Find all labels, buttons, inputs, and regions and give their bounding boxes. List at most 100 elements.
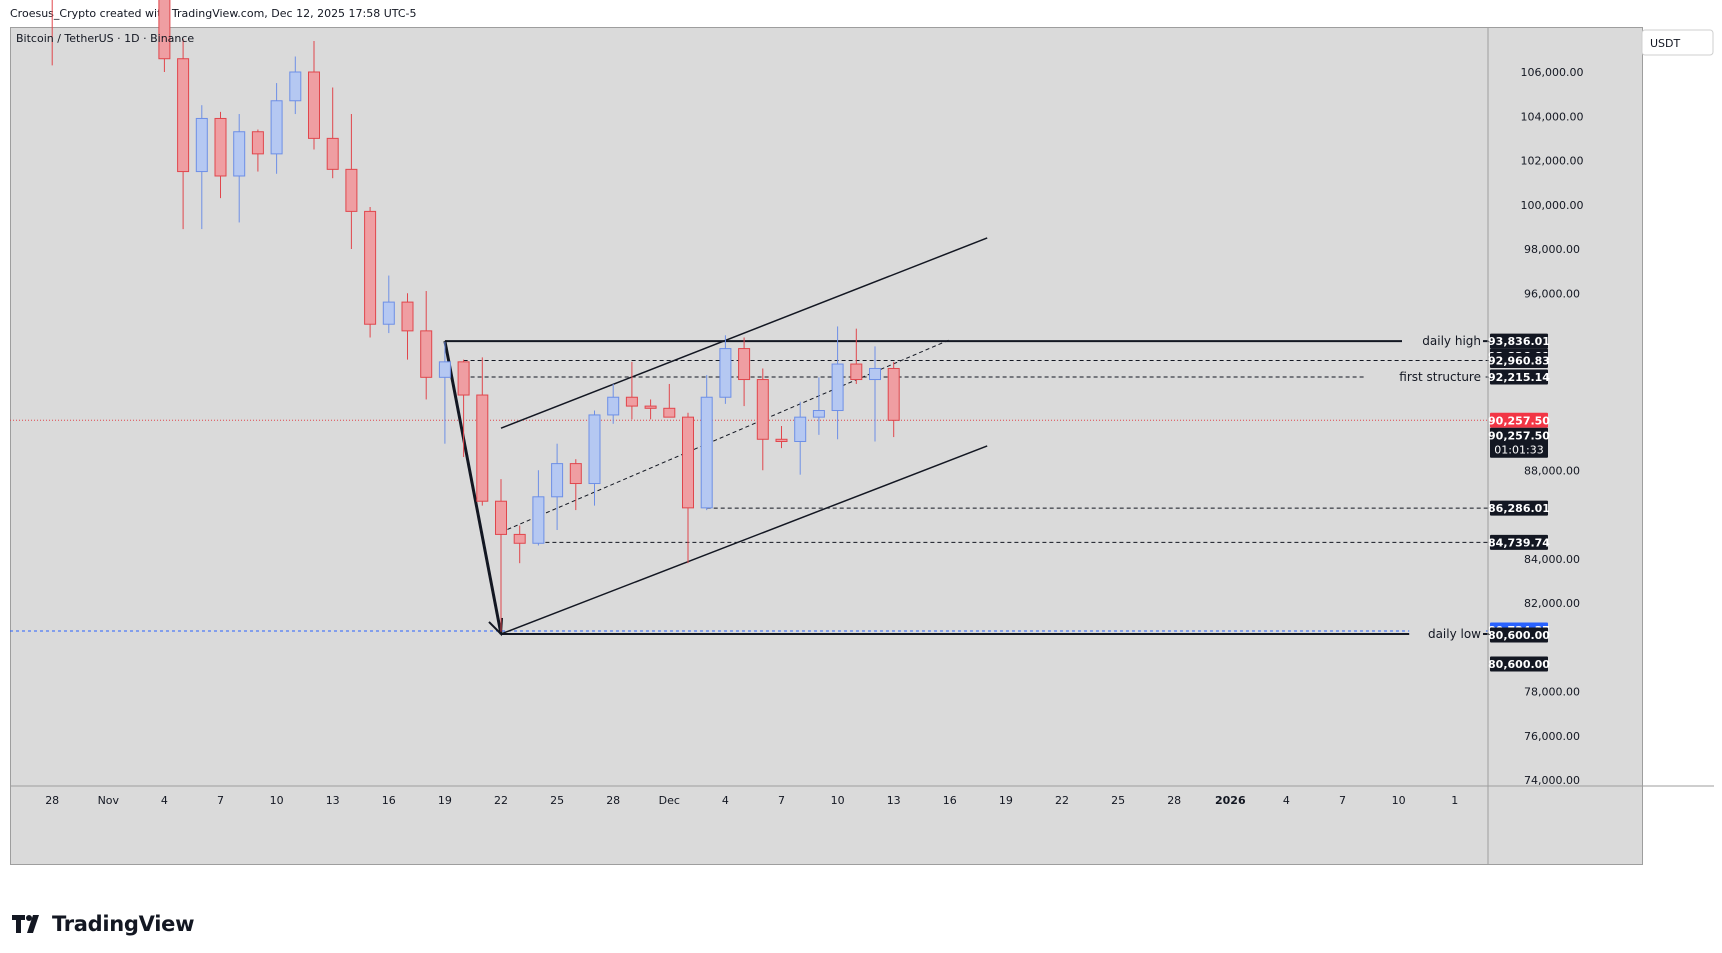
price-label-text: 92,215.14 xyxy=(1488,371,1550,384)
candle-body xyxy=(532,496,545,544)
candle-body xyxy=(569,463,582,485)
chart-pane[interactable] xyxy=(10,27,1643,865)
time-tick-label: 7 xyxy=(217,794,224,807)
price-labels: 93,836.0193,836.0192,960.8392,215.1490,2… xyxy=(1488,333,1550,672)
price-tick-label: 88,000.00 xyxy=(1524,464,1580,477)
time-tick-label: 28 xyxy=(606,794,620,807)
price-tick-label: 106,000.00 xyxy=(1521,66,1584,79)
price-label-bg xyxy=(1490,352,1548,368)
candle-body xyxy=(794,416,807,442)
candle-body xyxy=(251,131,264,155)
trend-lines xyxy=(443,237,988,637)
price-label: 93,836.01 xyxy=(1488,333,1550,349)
symbol-title: Bitcoin / TetherUS · 1D · Binance xyxy=(16,32,194,45)
down-arrow-head-icon xyxy=(488,617,503,637)
time-tick-label: 10 xyxy=(1392,794,1406,807)
time-tick-label: 22 xyxy=(494,794,508,807)
annotation-label: first structure xyxy=(1399,370,1481,384)
candle-body xyxy=(700,396,713,509)
candle-body xyxy=(869,367,881,381)
price-label-bg xyxy=(1490,627,1548,643)
time-tick-label: 7 xyxy=(1339,794,1346,807)
candle-body xyxy=(551,463,564,498)
time-tick-label: 25 xyxy=(550,794,564,807)
trend-line-3 xyxy=(443,340,503,635)
candle-body xyxy=(644,405,657,409)
candle-body xyxy=(476,394,489,502)
currency-button[interactable]: USDT xyxy=(1650,37,1681,50)
time-tick-label: 2026 xyxy=(1215,794,1246,807)
price-tick-label: 96,000.00 xyxy=(1524,287,1580,300)
price-label-text: 90,257.50 xyxy=(1488,414,1550,427)
candle-body xyxy=(775,438,788,442)
time-tick-label: 10 xyxy=(270,794,284,807)
price-label-bg xyxy=(1490,656,1548,672)
price-label: 86,286.01 xyxy=(1488,500,1550,516)
price-tick-label: 82,000.00 xyxy=(1524,597,1580,610)
price-tick-label: 100,000.00 xyxy=(1521,199,1584,212)
candle-body xyxy=(420,330,433,378)
time-tick-label: 4 xyxy=(1283,794,1290,807)
candles xyxy=(51,0,900,632)
price-label-text: 92,960.83 xyxy=(1488,354,1550,367)
tradingview-footer: TradingView xyxy=(12,912,194,936)
candlestick-chart[interactable]: daily high first structure daily low 106,0… xyxy=(0,0,1722,900)
time-tick-label: Dec xyxy=(659,794,680,807)
candle-body xyxy=(289,71,302,102)
currency-button-bg[interactable] xyxy=(1641,29,1714,56)
time-tick-label: 25 xyxy=(1111,794,1125,807)
candle-body xyxy=(270,100,283,155)
candle-body xyxy=(625,396,638,407)
price-label-bg xyxy=(1490,500,1548,516)
price-label-bg xyxy=(1490,534,1548,550)
price-tick-label: 104,000.00 xyxy=(1521,110,1584,123)
annotation-label: daily low xyxy=(1428,627,1481,641)
candle-body xyxy=(457,361,470,396)
candle-body xyxy=(214,117,227,177)
time-tick-label: 19 xyxy=(999,794,1013,807)
candle-body xyxy=(326,137,339,170)
price-label: 80,600.00 xyxy=(1488,656,1550,672)
candle-body xyxy=(607,396,620,416)
time-tick-label: 16 xyxy=(382,794,396,807)
candle-body xyxy=(812,410,825,418)
price-tick-label: 102,000.00 xyxy=(1521,155,1584,168)
trend-line-0 xyxy=(500,237,988,429)
candle-body xyxy=(756,379,769,440)
candle-body xyxy=(195,117,208,173)
candle-body xyxy=(233,131,246,177)
time-tick-label: 28 xyxy=(1167,794,1181,807)
price-tick-label: 78,000.00 xyxy=(1524,686,1580,699)
time-tick-label: Nov xyxy=(98,794,120,807)
candle-body xyxy=(513,533,526,544)
candle-body xyxy=(738,348,751,381)
time-tick-label: 22 xyxy=(1055,794,1069,807)
candle-body xyxy=(495,500,507,535)
last-price-text: 90,257.50 xyxy=(1488,429,1550,442)
annotation-bg xyxy=(1409,625,1483,642)
candle-body xyxy=(177,58,190,173)
price-tick-label: 74,000.00 xyxy=(1524,774,1580,787)
time-tick-label: 13 xyxy=(326,794,340,807)
candle-body xyxy=(345,168,358,212)
candle-body xyxy=(850,363,863,381)
candle-body xyxy=(719,348,732,398)
price-label: 84,739.74 xyxy=(1488,534,1550,550)
candle-body xyxy=(364,210,377,325)
candle-body xyxy=(308,71,320,139)
price-label-bg xyxy=(1490,333,1548,349)
last-price-box-bg xyxy=(1490,427,1548,458)
countdown-text: 01:01:33 xyxy=(1494,443,1543,456)
candle-body xyxy=(382,301,395,325)
time-tick-label: 7 xyxy=(778,794,785,807)
candle-body xyxy=(158,0,171,60)
time-tick-label: 4 xyxy=(722,794,729,807)
price-tick-label: 98,000.00 xyxy=(1524,243,1580,256)
price-label: 80,600.00 xyxy=(1488,627,1550,643)
price-label-text: 80,600.00 xyxy=(1488,629,1550,642)
price-label-text: 86,286.01 xyxy=(1488,502,1550,515)
candle-body xyxy=(831,363,844,412)
horizontal-lines xyxy=(10,340,1511,635)
candle-body xyxy=(887,367,900,421)
